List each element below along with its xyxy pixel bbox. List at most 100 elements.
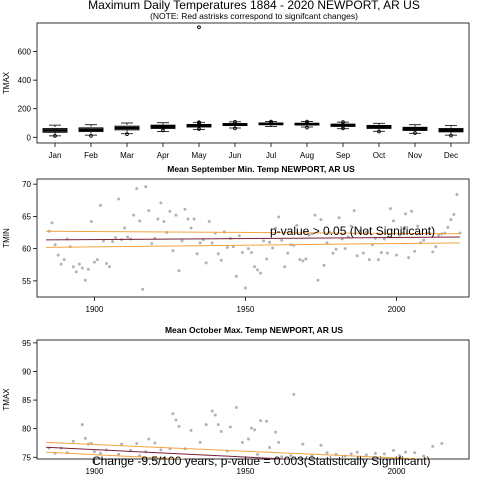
october-data-point (213, 413, 217, 417)
september-data-point (286, 251, 290, 255)
september-data-point (219, 258, 223, 262)
september-data-point (234, 274, 238, 278)
september-data-point (343, 247, 347, 251)
september-data-point (319, 218, 323, 222)
september-data-point (437, 233, 441, 237)
october-data-point (83, 436, 87, 440)
october-data-point (71, 439, 75, 443)
september-data-point (283, 265, 287, 269)
september-data-point (225, 245, 229, 249)
box-outlier (413, 131, 417, 135)
september-data-point (216, 252, 220, 256)
boxplot-x-tick-label: Jan (49, 151, 62, 160)
september-x-tick-label: 1950 (237, 305, 255, 314)
september-data-point (259, 271, 263, 275)
october-data-point (177, 424, 181, 428)
september-data-point (192, 217, 196, 221)
september-data-point (268, 240, 272, 244)
box-outlier (161, 128, 165, 133)
september-data-point (249, 251, 253, 255)
boxplot-x-tick-label: Oct (373, 151, 386, 160)
boxplot-x-tick-label: Dec (444, 151, 458, 160)
september-data-point (50, 221, 54, 225)
september-data-point (407, 256, 411, 260)
september-data-point (104, 261, 108, 265)
september-data-point (77, 262, 81, 266)
september-data-point (231, 245, 235, 249)
september-data-point (298, 258, 302, 262)
october-data-point (92, 450, 96, 454)
september-data-point (253, 265, 257, 269)
september-data-point (150, 241, 154, 245)
september-data-point (74, 270, 78, 274)
september-data-point (334, 247, 338, 251)
september-data-point (210, 241, 214, 245)
september-data-point (256, 268, 260, 272)
october-plot-frame (36, 339, 470, 460)
september-y-tick-label: 55 (22, 277, 31, 286)
boxplot-x-tick-label: Jul (266, 151, 276, 160)
october-data-point (398, 454, 402, 458)
september-data-point (56, 253, 60, 257)
september-data-point (262, 239, 266, 243)
october-data-point (147, 437, 151, 441)
september-data-point (394, 253, 398, 257)
october-trend-line (46, 446, 296, 459)
figure-subtitle: (NOTE: Red astrisks correspond to signif… (150, 11, 358, 21)
october-data-point (349, 452, 353, 456)
september-significance-annotation: p-value > 0.05 (Not Significant) (270, 224, 435, 238)
september-data-point (431, 250, 435, 254)
september-data-point (243, 286, 247, 290)
october-data-point (80, 423, 84, 427)
september-data-point (177, 269, 181, 273)
boxplot-x-tick-label: Jun (229, 151, 242, 160)
september-data-point (95, 258, 99, 262)
september-data-point (398, 233, 402, 237)
september-data-point (331, 251, 335, 255)
boxplot-x-tick-label: May (191, 151, 206, 160)
figure-title: Maximum Daily Temperatures 1884 - 2020 N… (88, 0, 420, 12)
september-data-point (195, 252, 199, 256)
october-data-point (364, 453, 368, 457)
september-data-point (367, 258, 371, 262)
september-data-point (126, 235, 130, 239)
september-trend-line (46, 236, 460, 241)
october-data-point (240, 440, 244, 444)
october-confidence-band (46, 451, 191, 459)
september-confidence-band (46, 242, 460, 248)
boxplot-x-tick-label: Feb (84, 151, 98, 160)
october-y-tick-label: 75 (22, 453, 31, 462)
september-y-tick-label: 60 (22, 245, 31, 254)
september-data-point (385, 251, 389, 255)
october-data-point (171, 412, 175, 416)
october-data-point (259, 419, 263, 423)
box-outlier (377, 129, 381, 134)
september-data-point (114, 236, 118, 240)
box-outlier (233, 126, 237, 131)
monthly-boxplot-panel: 0 200 400 600 TMAX Jan Feb Mar Apr May Jun Jul Aug Se… (2, 22, 470, 160)
october-data-point (301, 442, 305, 446)
october-data-point (120, 442, 124, 446)
october-data-point (431, 444, 435, 448)
september-y-axis-label: TMIN (2, 228, 11, 248)
october-data-point (265, 419, 269, 423)
october-data-point (210, 409, 214, 413)
september-data-point (89, 220, 93, 224)
october-data-point (253, 428, 257, 432)
october-data-point (189, 428, 193, 432)
september-data-point (171, 249, 175, 253)
september-data-point (410, 209, 414, 213)
boxplot-y-tick-label: 200 (18, 105, 32, 114)
october-data-point (289, 454, 293, 458)
september-data-point (204, 261, 208, 265)
october-data-point (310, 454, 314, 458)
october-data-point (404, 450, 408, 454)
september-data-point (59, 262, 63, 266)
september-data-point (86, 267, 90, 271)
september-data-point (449, 218, 453, 222)
october-data-point (413, 451, 417, 455)
september-data-point (53, 243, 57, 247)
september-data-point (349, 224, 353, 228)
october-data-point (277, 440, 281, 444)
box-outlier (449, 133, 453, 138)
